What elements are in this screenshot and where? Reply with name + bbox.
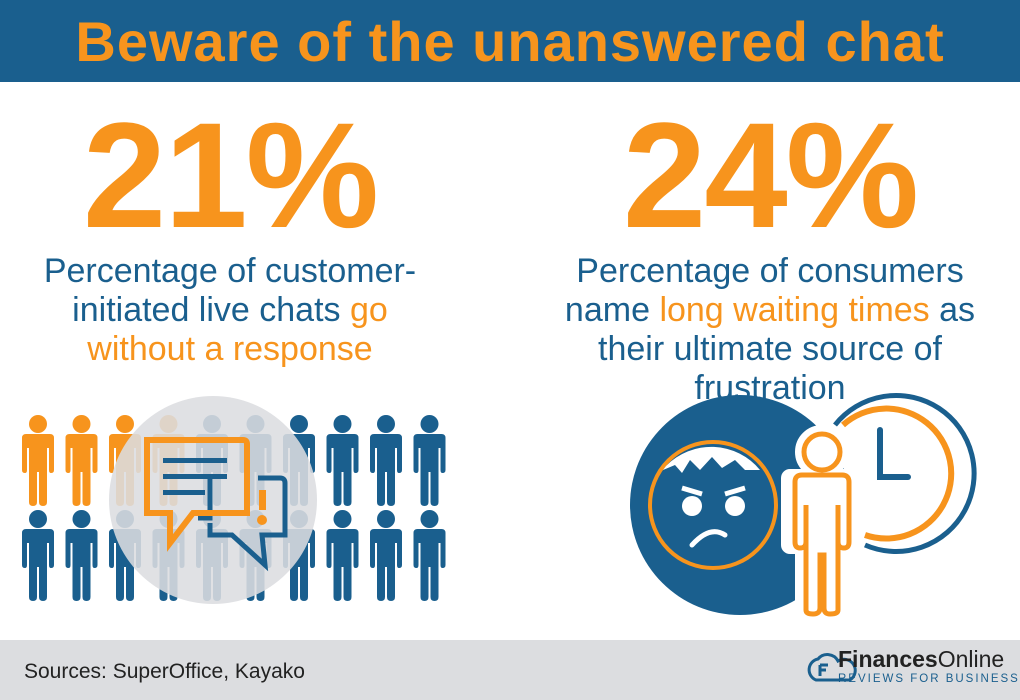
footer: Sources: SuperOffice, Kayako FinancesOnl… <box>0 640 1020 700</box>
person-icon <box>370 415 402 506</box>
page-title: Beware of the unanswered chat <box>75 9 945 73</box>
brand-tagline: REVIEWS FOR BUSINESS <box>838 673 1020 685</box>
financesonline-logo-icon <box>807 653 857 682</box>
person-icon <box>22 510 54 601</box>
person-icon <box>326 510 359 601</box>
desc-text: Percentage of customer-initiated live ch… <box>43 252 417 329</box>
desc-text: Percentage of consumers name <box>564 252 964 329</box>
stat-value: 21% <box>82 91 379 259</box>
stat-value: 24% <box>622 91 919 259</box>
brand-name: FinancesOnline <box>838 646 1005 672</box>
stat-unanswered-chats: 21% Percentage of customer-initiated liv… <box>20 100 440 369</box>
chat-bubbles-icon <box>144 437 288 572</box>
person-icon <box>326 415 359 506</box>
person-icon <box>65 510 98 601</box>
header-banner: Beware of the unanswered chat <box>0 0 1020 82</box>
desc-highlight: go without a response <box>87 291 388 368</box>
person-icon <box>413 510 446 601</box>
stat-waiting-times: 24% Percentage of consumers name long wa… <box>540 100 1000 408</box>
illustrations <box>22 393 977 619</box>
person-icon-highlighted <box>65 415 98 506</box>
desc-highlight: long waiting times <box>659 291 930 329</box>
stat-description: Percentage of customer-initiated live ch… <box>20 252 440 369</box>
sources-text: Sources: SuperOffice, Kayako <box>24 660 305 683</box>
frustrated-face-clock-icon <box>630 393 977 619</box>
person-icon <box>413 415 446 506</box>
person-icon-highlighted <box>22 415 54 506</box>
person-icon <box>370 510 402 601</box>
